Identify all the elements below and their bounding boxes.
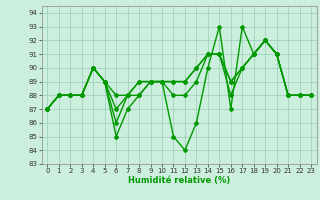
X-axis label: Humidité relative (%): Humidité relative (%) <box>128 176 230 185</box>
